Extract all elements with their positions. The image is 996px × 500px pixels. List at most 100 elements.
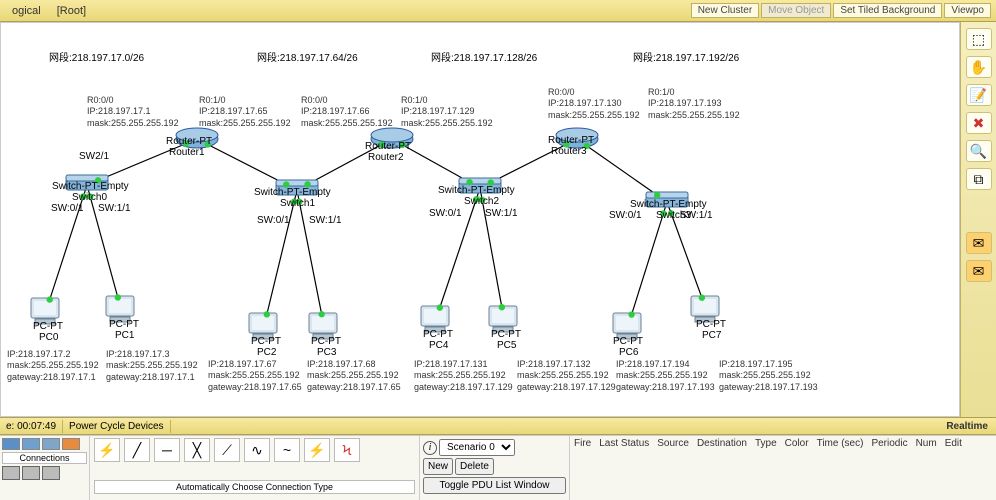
status-bar: e: 00:07:49 Power Cycle Devices Realtime [0, 417, 996, 435]
sw0-label: Switch-PT-Empty [52, 181, 129, 192]
pc2-type: PC-PT [251, 336, 281, 347]
r3-name: Router3 [551, 146, 587, 157]
r3-label: Router-PT [548, 135, 594, 146]
sw3-p1: SW:1/1 [680, 210, 713, 221]
console-cable-icon[interactable]: ╱ [124, 438, 150, 462]
pc3-type: PC-PT [311, 336, 341, 347]
phone-cable-icon[interactable]: ∿ [244, 438, 270, 462]
toggle-pdu-button[interactable]: Toggle PDU List Window [423, 477, 566, 494]
new-cluster-button[interactable]: New Cluster [691, 3, 759, 18]
add-simple-pdu-icon[interactable]: ✉ [966, 232, 992, 254]
note-tool-icon[interactable]: 📝 [966, 84, 992, 106]
sw0-port: SW2/1 [79, 151, 109, 162]
seg-label-1: 网段:218.197.17.0/26 [49, 49, 144, 64]
new-scenario-button[interactable]: New [423, 458, 453, 475]
move-object-button[interactable]: Move Object [761, 3, 831, 18]
select-tool-icon[interactable]: ⬚ [966, 28, 992, 50]
r2-if0: R0:0/0 IP:218.197.17.66 mask:255.255.255… [301, 95, 393, 129]
sw1-p1: SW:1/1 [309, 215, 342, 226]
sw1-name: Switch1 [280, 198, 315, 209]
pc6-type: PC-PT [613, 336, 643, 347]
scenario-select[interactable]: Scenario 0 [439, 439, 515, 456]
seg-label-3: 网段:218.197.17.128/26 [431, 49, 537, 64]
pc0-name: PC0 [39, 332, 58, 343]
pc7-info: IP:218.197.17.195 mask:255.255.255.192 g… [719, 359, 818, 393]
seg-label-4: 网段:218.197.17.192/26 [633, 49, 739, 64]
bottom-area: e: 00:07:49 Power Cycle Devices Realtime… [0, 417, 996, 500]
sw2-name: Switch2 [464, 196, 499, 207]
add-complex-pdu-icon[interactable]: ✉ [966, 260, 992, 282]
pc5-name: PC5 [497, 340, 516, 351]
serial-dte-icon[interactable]: Ϟ [334, 438, 360, 462]
sw2-label: Switch-PT-Empty [438, 185, 515, 196]
wireless-category-icon[interactable] [62, 438, 80, 450]
sim-time: e: 00:07:49 [0, 420, 63, 433]
r1-name: Router1 [169, 147, 205, 158]
pc6-info: IP:218.197.17.194 mask:255.255.255.192 g… [616, 359, 715, 393]
auto-cable-icon[interactable]: ⚡ [94, 438, 120, 462]
straight-cable-icon[interactable]: ─ [154, 438, 180, 462]
fiber-cable-icon[interactable]: ⟋ [214, 438, 240, 462]
hand-tool-icon[interactable]: ✋ [966, 56, 992, 78]
delete-scenario-button[interactable]: Delete [455, 458, 494, 475]
viewport-button[interactable]: Viewpo [944, 3, 991, 18]
pc4-info: IP:218.197.17.131 mask:255.255.255.192 g… [414, 359, 513, 393]
auto-connection-label: Automatically Choose Connection Type [94, 480, 415, 494]
connections-label: Connections [2, 452, 87, 464]
device-icon[interactable] [22, 466, 40, 480]
pc4-type: PC-PT [423, 329, 453, 340]
r1-label: Router-PT [166, 136, 212, 147]
device-icon[interactable] [2, 466, 20, 480]
sw2-p1: SW:1/1 [485, 208, 518, 219]
event-columns: FireLast Status SourceDestination TypeCo… [574, 438, 992, 449]
power-cycle-button[interactable]: Power Cycle Devices [63, 420, 170, 433]
pc1-type: PC-PT [109, 319, 139, 330]
r3-if1: R0:1/0 IP:218.197.17.193 mask:255.255.25… [648, 87, 740, 121]
serial-dce-icon[interactable]: ⚡ [304, 438, 330, 462]
sw0-name: Switch0 [72, 192, 107, 203]
hub-category-icon[interactable] [42, 438, 60, 450]
realtime-tab[interactable]: Realtime [938, 420, 996, 433]
seg-label-2: 网段:218.197.17.64/26 [257, 49, 358, 64]
switch-category-icon[interactable] [22, 438, 40, 450]
sw1-label: Switch-PT-Empty [254, 187, 331, 198]
event-list-panel: FireLast Status SourceDestination TypeCo… [570, 436, 996, 500]
r2-label: Router-PT [365, 141, 411, 152]
device-category-panel: Connections [0, 436, 90, 500]
pc5-info: IP:218.197.17.132 mask:255.255.255.192 g… [517, 359, 616, 393]
r2-name: Router2 [368, 152, 404, 163]
r3-if0: R0:0/0 IP:218.197.17.130 mask:255.255.25… [548, 87, 640, 121]
inspect-tool-icon[interactable]: 🔍 [966, 140, 992, 162]
sw2-p0: SW:0/1 [429, 208, 462, 219]
resize-tool-icon[interactable]: ⧉ [966, 168, 992, 190]
pdu-scenario-panel: i Scenario 0 New Delete Toggle PDU List … [420, 436, 570, 500]
pc3-name: PC3 [317, 347, 336, 358]
pc5-type: PC-PT [491, 329, 521, 340]
sw3-label: Switch-PT-Empty [630, 199, 707, 210]
pc4-name: PC4 [429, 340, 448, 351]
pc0-type: PC-PT [33, 321, 63, 332]
device-icon[interactable] [42, 466, 60, 480]
sw0-p1: SW:1/1 [98, 203, 131, 214]
info-icon[interactable]: i [423, 441, 437, 455]
r1-if1: R0:1/0 IP:218.197.17.65 mask:255.255.255… [199, 95, 291, 129]
set-tiled-bg-button[interactable]: Set Tiled Background [833, 3, 942, 18]
delete-tool-icon[interactable]: ✖ [966, 112, 992, 134]
cross-cable-icon[interactable]: ╳ [184, 438, 210, 462]
coax-cable-icon[interactable]: ~ [274, 438, 300, 462]
pc2-info: IP:218.197.17.67 mask:255.255.255.192 ga… [208, 359, 302, 393]
logical-tab[interactable]: ogical [4, 3, 49, 19]
r1-if0: R0:0/0 IP:218.197.17.1 mask:255.255.255.… [87, 95, 179, 129]
sw1-p0: SW:0/1 [257, 215, 290, 226]
pc1-name: PC1 [115, 330, 134, 341]
pc7-name: PC7 [702, 330, 721, 341]
router-category-icon[interactable] [2, 438, 20, 450]
workspace-canvas[interactable]: 网段:218.197.17.0/26 网段:218.197.17.64/26 网… [0, 22, 960, 417]
root-breadcrumb[interactable]: [Root] [49, 3, 94, 19]
right-toolbar: ⬚ ✋ 📝 ✖ 🔍 ⧉ ✉ ✉ [960, 22, 996, 417]
pc3-info: IP:218.197.17.68 mask:255.255.255.192 ga… [307, 359, 401, 393]
r2-if1: R0:1/0 IP:218.197.17.129 mask:255.255.25… [401, 95, 493, 129]
pc7-type: PC-PT [696, 319, 726, 330]
pc0-info: IP:218.197.17.2 mask:255.255.255.192 gat… [7, 349, 99, 383]
pc1-info: IP:218.197.17.3 mask:255.255.255.192 gat… [106, 349, 198, 383]
